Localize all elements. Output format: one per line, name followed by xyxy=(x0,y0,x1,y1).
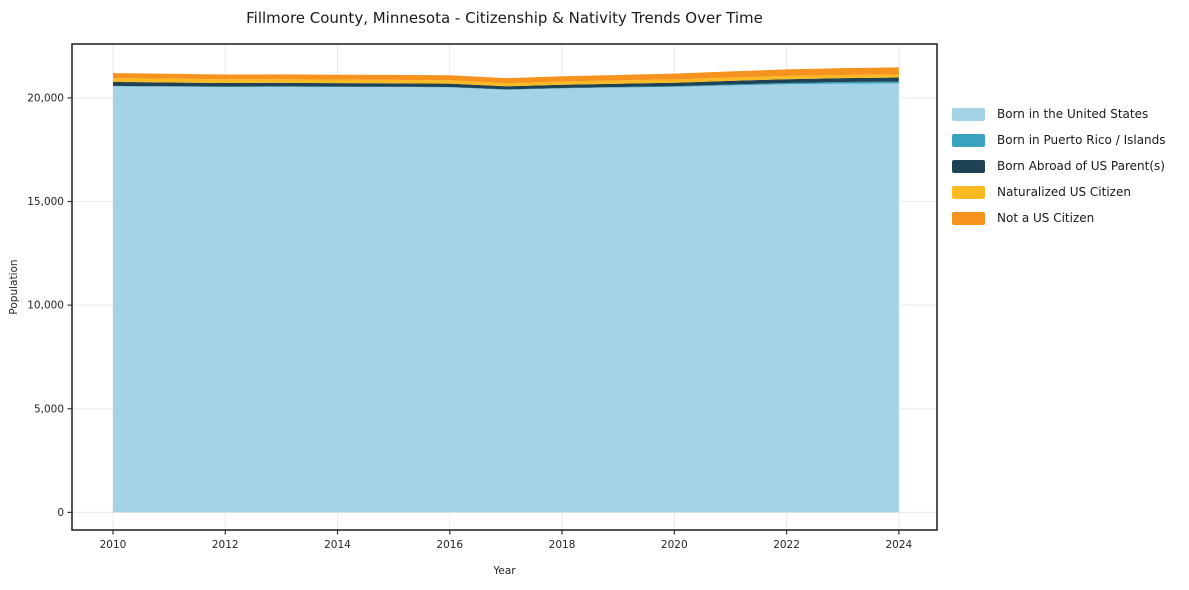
x-tick-label: 2014 xyxy=(324,539,351,551)
legend-label: Naturalized US Citizen xyxy=(997,185,1131,199)
legend-item: Naturalized US Citizen xyxy=(952,179,1166,205)
x-tick-label: 2016 xyxy=(436,539,463,551)
legend-swatch xyxy=(952,159,985,173)
x-tick-label: 2010 xyxy=(100,539,127,551)
area-series-naturalized-us-citizen xyxy=(112,74,899,87)
x-tick-label: 2024 xyxy=(885,539,912,551)
legend-item: Born Abroad of US Parent(s) xyxy=(952,153,1166,179)
legend-swatch xyxy=(952,211,985,225)
y-tick-label: 5,000 xyxy=(34,403,64,415)
legend-swatch xyxy=(952,107,985,121)
area-series-born-abroad-of-us-parent-s- xyxy=(112,77,899,90)
y-tick-label: 20,000 xyxy=(27,92,64,104)
legend: Born in the United States Born in Puerto … xyxy=(952,101,1166,231)
x-tick-label: 2022 xyxy=(773,539,800,551)
legend-item: Not a US Citizen xyxy=(952,205,1166,231)
legend-label: Born in Puerto Rico / Islands xyxy=(997,133,1166,147)
y-tick-label: 15,000 xyxy=(27,196,64,208)
x-axis-label: Year xyxy=(493,565,516,577)
legend-label: Born in the United States xyxy=(997,107,1149,121)
legend-swatch xyxy=(952,185,985,199)
x-tick-label: 2012 xyxy=(212,539,239,551)
legend-swatch xyxy=(952,133,985,147)
x-tick-label: 2018 xyxy=(549,539,576,551)
y-tick-label: 0 xyxy=(57,507,64,519)
legend-item: Born in Puerto Rico / Islands xyxy=(952,127,1166,153)
area-series-not-a-us-citizen xyxy=(112,67,899,84)
legend-label: Not a US Citizen xyxy=(997,211,1095,225)
area-series-born-in-the-united-states xyxy=(112,83,899,513)
legend-label: Born Abroad of US Parent(s) xyxy=(997,159,1165,173)
chart-title: Fillmore County, Minnesota - Citizenship… xyxy=(246,9,763,27)
legend-item: Born in the United States xyxy=(952,101,1166,127)
x-tick-label: 2020 xyxy=(661,539,688,551)
y-tick-label: 10,000 xyxy=(27,300,64,312)
plot-frame xyxy=(71,43,938,531)
